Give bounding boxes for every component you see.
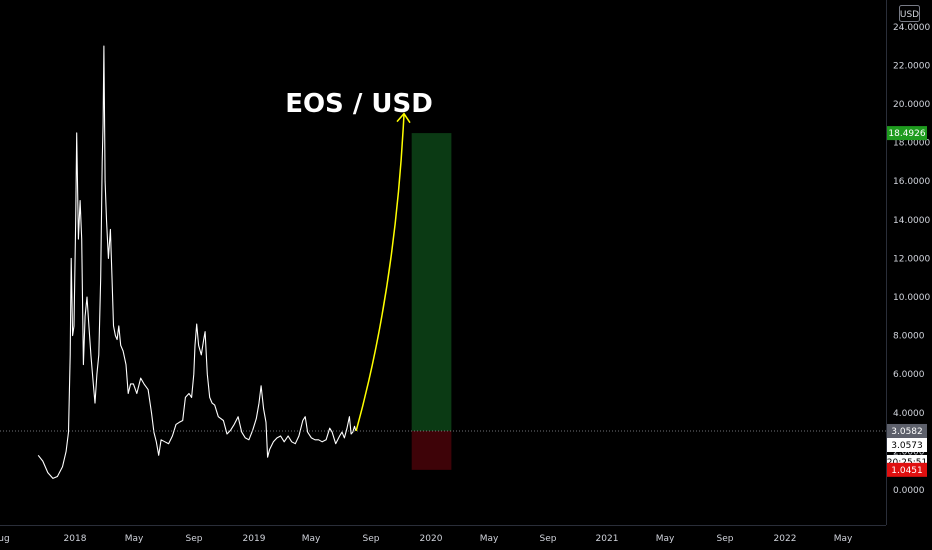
target-price-label-tag [887,126,927,141]
y-tick-label: 4.0000 [893,409,925,419]
y-tick-label: 14.0000 [893,216,930,226]
x-tick-label: May [125,534,144,544]
x-tick-label: May [834,534,853,544]
chart-title: EOS / USD [285,89,433,119]
stop-level-label: 3.0573 [891,441,923,451]
projection-arrowhead [396,112,411,124]
x-tick-label: ug [0,534,10,544]
y-tick-label: 8.0000 [893,332,925,342]
stop-level-label-tag [887,437,927,452]
x-tick-label: 2022 [774,534,797,544]
x-tick-label: Sep [540,534,557,544]
currency-button-frame [899,5,920,22]
stop-price-label-tag [887,462,927,477]
y-tick-label: 0.0000 [893,486,925,496]
target-price-label: 18.4926 [888,129,925,139]
x-tick-label: May [302,534,321,544]
loss-zone [411,430,452,470]
y-tick-label: 10.0000 [893,293,930,303]
profit-zone [411,133,452,431]
position-box[interactable] [411,133,452,470]
y-tick-label: 20.0000 [893,100,930,110]
y-tick-label: 16.0000 [893,177,930,187]
stop-price-label: 1.0451 [891,466,923,476]
x-tick-label: May [656,534,675,544]
x-tick-label: 2020 [420,534,443,544]
x-tick-label: Sep [717,534,734,544]
y-tick-label: 12.0000 [893,254,930,264]
x-tick-label: 2018 [64,534,87,544]
y-tick-label: 18.0000 [893,139,930,149]
projection-arrow [355,112,411,432]
y-tick-label: 24.0000 [893,23,930,33]
x-tick-label: May [480,534,499,544]
y-tick-label: 6.0000 [893,370,925,380]
currency-label: USD [900,10,919,20]
x-tick-label: 2021 [596,534,619,544]
time-axis[interactable]: ug 2018 May Sep 2019 May Sep 2020 May Sep 2021 May S… [0,534,853,544]
x-tick-label: Sep [363,534,380,544]
y-tick-label: 22.0000 [893,61,930,71]
x-tick-label: 2019 [243,534,266,544]
current-price-label: 3.0582 [891,427,923,437]
currency-button[interactable]: USD [899,5,920,22]
price-axis[interactable]: 0.0000 2.0000 4.0000 6.0000 8.0000 10.0000 12.… [893,23,930,496]
x-tick-label: Sep [186,534,203,544]
projection-curve [355,113,405,432]
current-price-label-tag [887,423,927,438]
y-tick-label: 2.0000 [893,447,925,457]
